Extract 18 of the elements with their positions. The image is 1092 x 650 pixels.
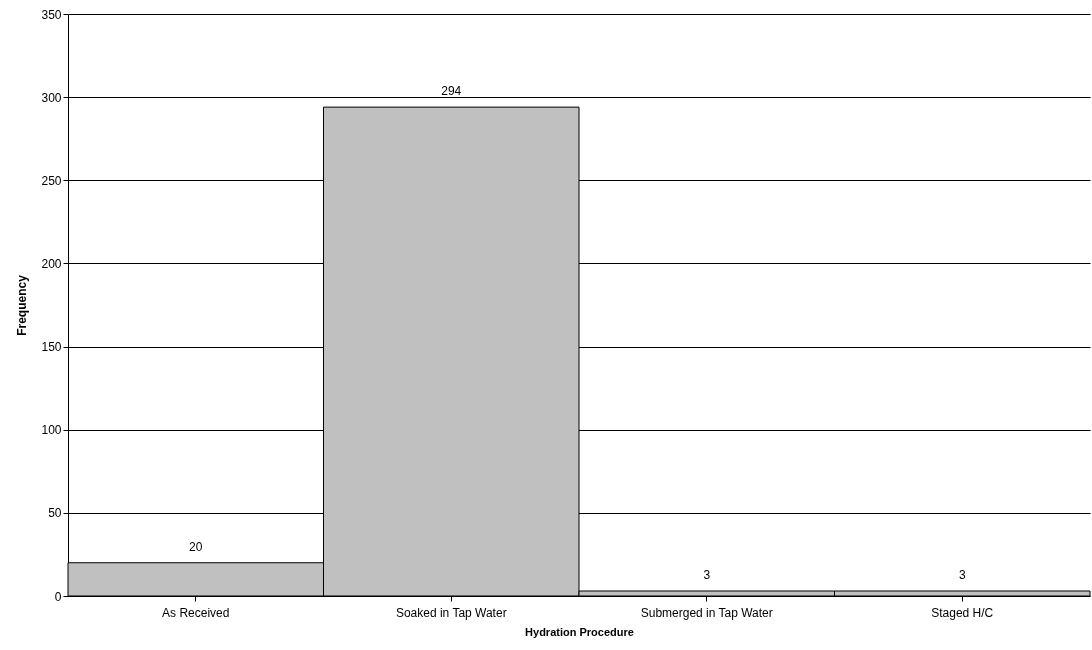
- y-tick-label: 300: [41, 90, 62, 105]
- x-tick-label: Soaked in Tap Water: [395, 605, 507, 620]
- data-label: 3: [703, 568, 711, 583]
- data-label: 20: [189, 539, 203, 554]
- y-tick-label: 50: [48, 506, 62, 521]
- x-tick-label: Staged H/C: [931, 605, 994, 620]
- x-tick-label: As Received: [162, 605, 230, 620]
- y-tick-label: 350: [41, 7, 62, 22]
- data-label: 294: [441, 84, 462, 99]
- y-tick-label: 200: [41, 256, 62, 271]
- y-axis-title: Frequency: [15, 274, 30, 336]
- x-axis-title: Hydration Procedure: [525, 625, 634, 638]
- y-tick-label: 150: [41, 340, 62, 355]
- data-label: 3: [958, 568, 966, 583]
- y-tick-label: 0: [54, 589, 62, 604]
- y-tick-label: 250: [41, 173, 62, 188]
- x-tick-label: Submerged in Tap Water: [640, 605, 773, 620]
- y-tick-label: 100: [41, 423, 62, 438]
